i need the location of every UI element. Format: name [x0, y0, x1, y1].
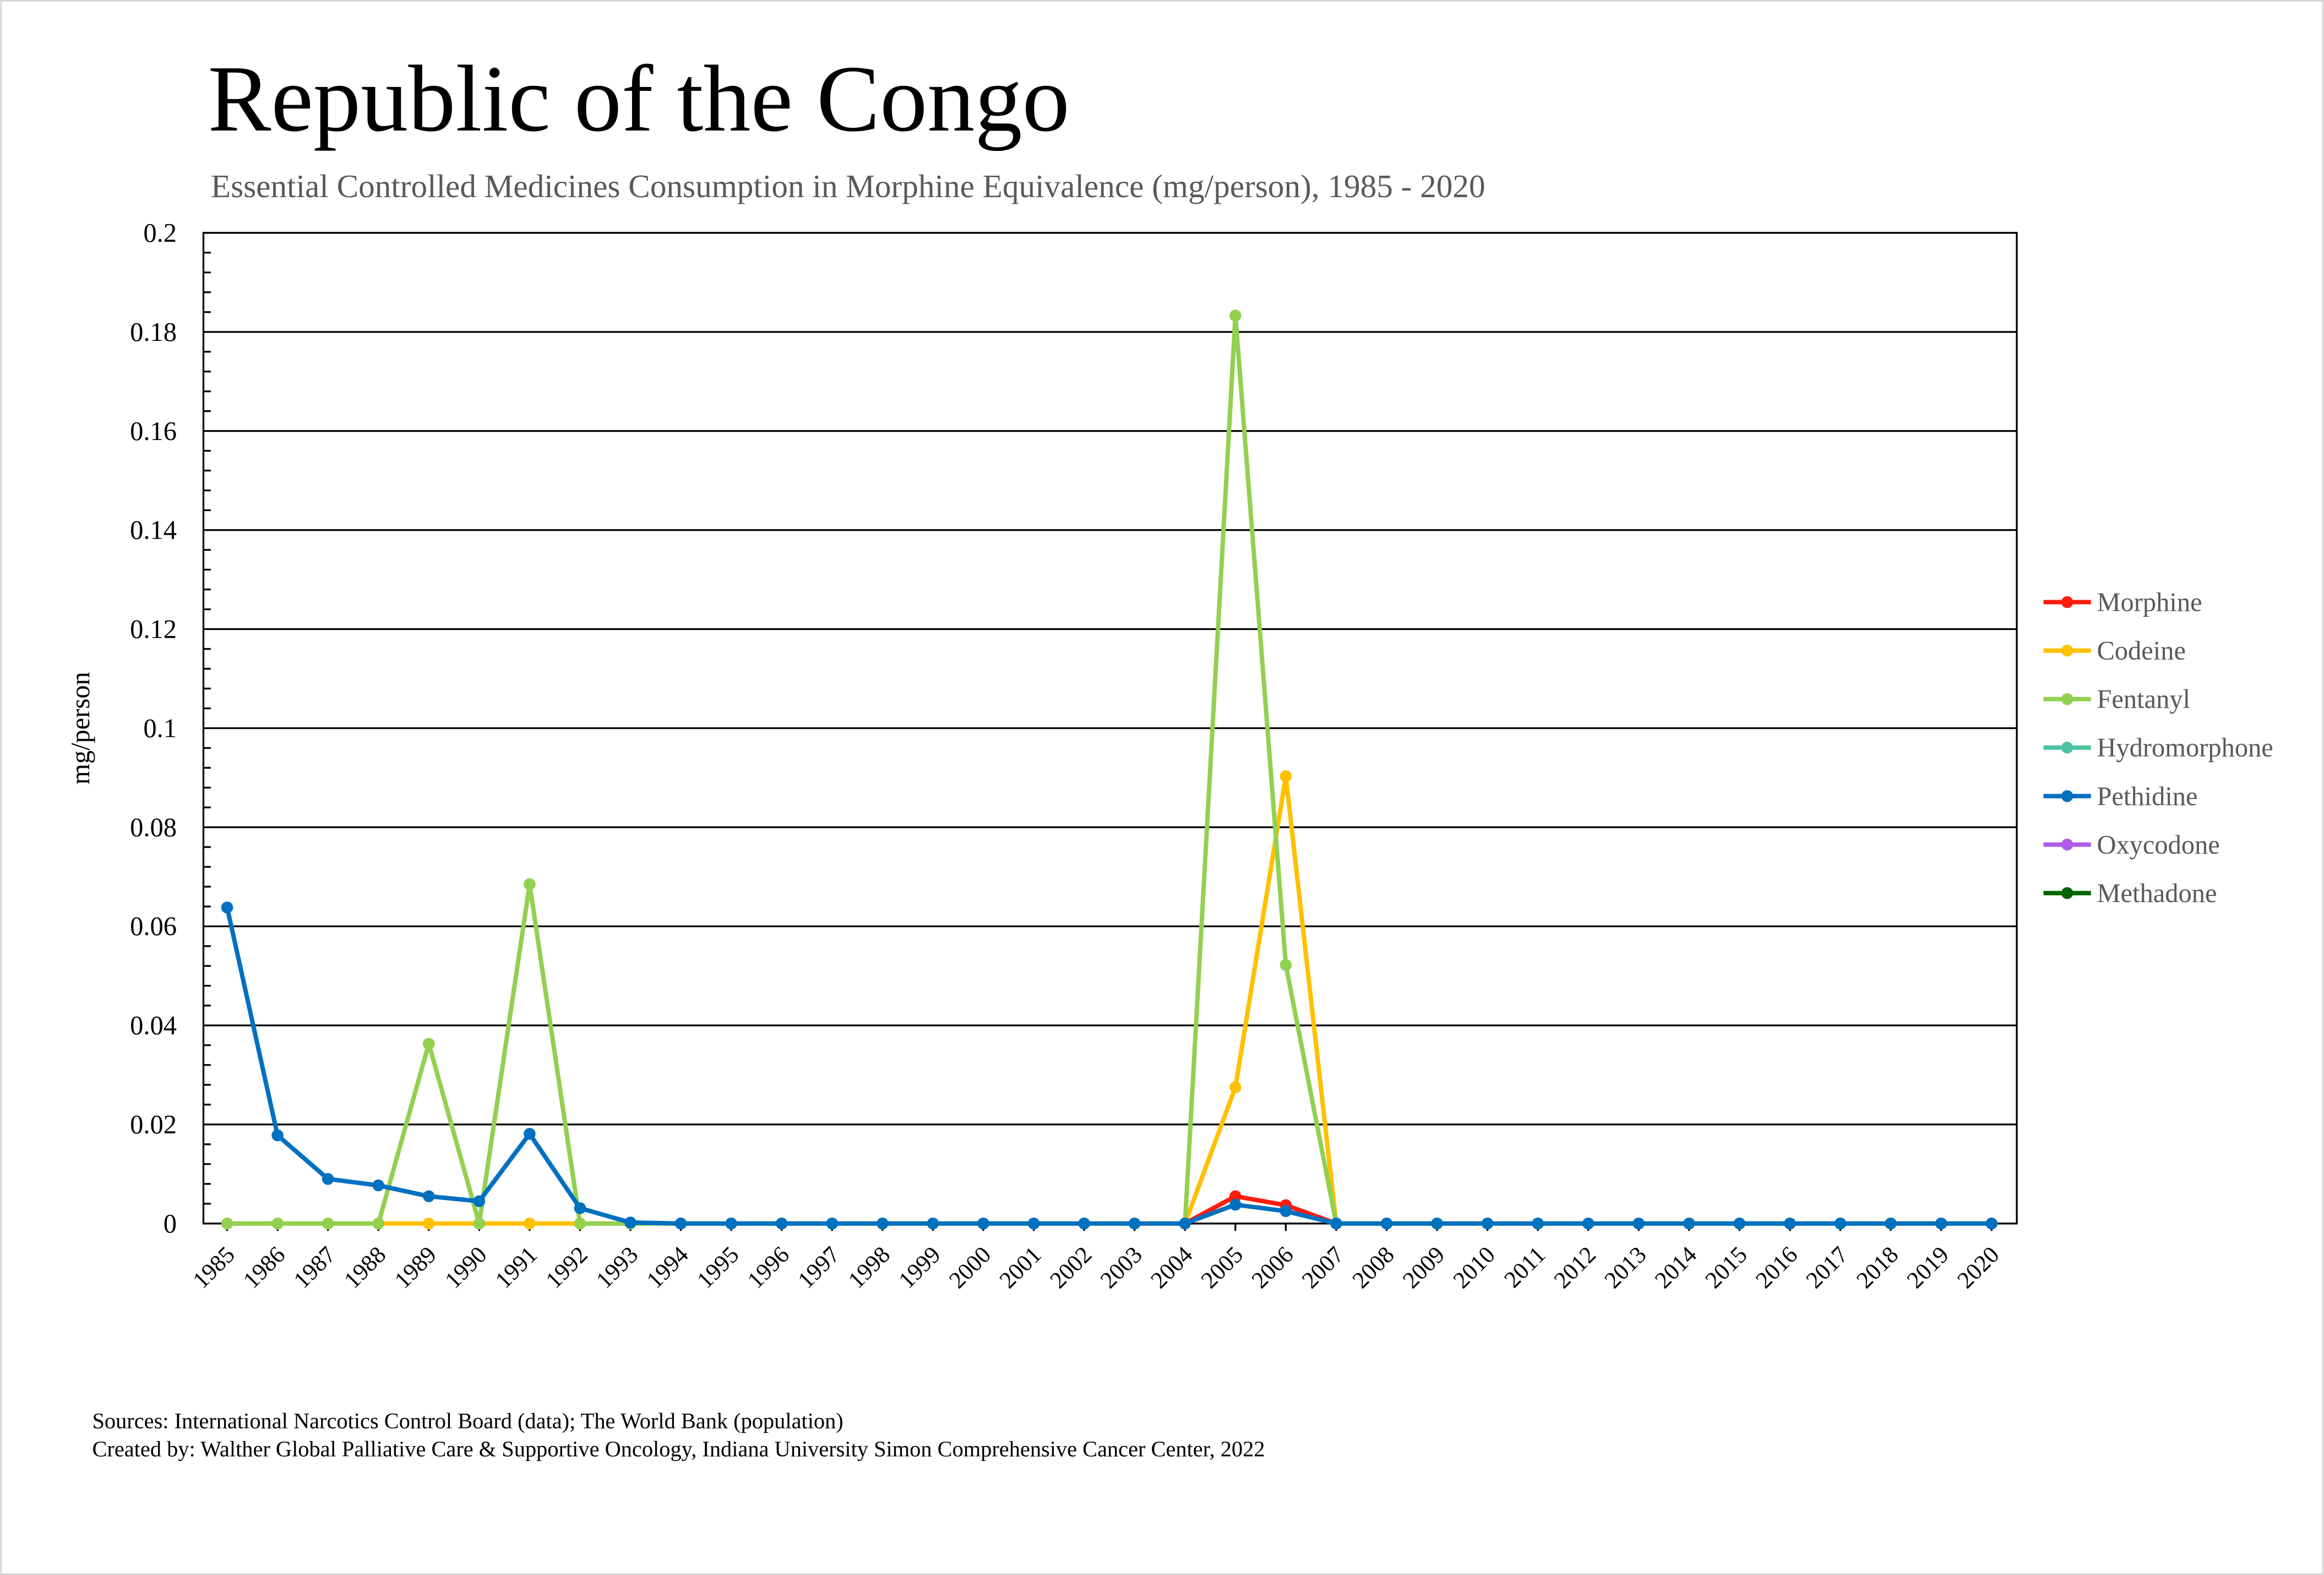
- data-point: [725, 1217, 737, 1230]
- data-point: [1683, 1217, 1695, 1230]
- y-tick-label: 0.08: [130, 813, 177, 842]
- data-point: [1380, 1217, 1393, 1230]
- legend-item-morphine: Morphine: [2043, 588, 2202, 617]
- legend-item-methadone: Methadone: [2043, 879, 2217, 908]
- y-tick-label: 0: [164, 1209, 177, 1239]
- data-point: [1834, 1217, 1847, 1230]
- data-point: [1229, 309, 1242, 322]
- data-point: [1280, 959, 1292, 971]
- data-point: [423, 1038, 435, 1050]
- legend-marker: [2061, 693, 2073, 705]
- data-point: [271, 1217, 284, 1230]
- data-point: [524, 878, 536, 890]
- data-point: [574, 1217, 586, 1230]
- data-point: [1179, 1217, 1191, 1230]
- chart-title: Republic of the Congo: [208, 46, 1070, 151]
- data-point: [877, 1217, 889, 1230]
- legend-item-pethidine: Pethidine: [2043, 782, 2198, 811]
- legend-label: Fentanyl: [2097, 685, 2190, 714]
- series-group: [221, 309, 1998, 1230]
- data-point: [1229, 1081, 1242, 1094]
- data-point: [1784, 1217, 1796, 1230]
- legend-label: Pethidine: [2097, 782, 2197, 811]
- data-point: [1885, 1217, 1897, 1230]
- series-pethidine: [221, 901, 1998, 1230]
- legend-label: Morphine: [2097, 588, 2202, 617]
- data-point: [473, 1217, 486, 1230]
- data-point: [322, 1217, 334, 1230]
- data-point: [1330, 1217, 1342, 1230]
- data-point: [1632, 1217, 1645, 1230]
- legend-label: Codeine: [2097, 637, 2186, 666]
- chart-subtitle: Essential Controlled Medicines Consumpti…: [211, 168, 1485, 204]
- legend-label: Methadone: [2097, 879, 2217, 908]
- data-point: [524, 1128, 536, 1140]
- data-point: [1078, 1217, 1090, 1230]
- data-point: [423, 1190, 435, 1203]
- footer-created-by: Created by: Walther Global Palliative Ca…: [92, 1437, 1265, 1462]
- data-point: [473, 1195, 486, 1208]
- data-point: [372, 1217, 385, 1230]
- data-point: [1985, 1217, 1998, 1230]
- y-tick-label: 0.2: [143, 219, 177, 248]
- y-tick-label: 0.18: [130, 318, 177, 347]
- data-point: [574, 1202, 586, 1214]
- data-point: [1128, 1217, 1141, 1230]
- y-tick-label: 0.16: [130, 417, 177, 446]
- data-point: [775, 1217, 788, 1230]
- legend-marker: [2061, 596, 2073, 609]
- data-point: [271, 1129, 284, 1142]
- y-tick-label: 0.14: [130, 516, 177, 545]
- legend-marker: [2061, 887, 2073, 899]
- legend: Morphine Codeine Fentanyl Hydromorphone Peth…: [2043, 588, 2273, 908]
- data-point: [674, 1217, 687, 1230]
- legend-marker: [2061, 838, 2073, 851]
- data-point: [927, 1217, 939, 1230]
- y-tick-label: 0.06: [130, 912, 177, 941]
- data-point: [977, 1217, 989, 1230]
- series-line: [225, 907, 1992, 1226]
- data-point: [372, 1179, 385, 1192]
- y-tick-label: 0.02: [130, 1110, 177, 1139]
- legend-item-codeine: Codeine: [2043, 637, 2186, 666]
- data-point: [1532, 1217, 1544, 1230]
- legend-label: Oxycodone: [2097, 830, 2219, 860]
- data-point: [423, 1217, 435, 1230]
- y-axis: 0 0.02 0.04 0.06 0.08 0.1 0.12 0.14 0.16 0.18 0.2: [130, 219, 211, 1239]
- data-point: [524, 1217, 536, 1230]
- y-tick-label: 0.1: [143, 714, 177, 743]
- y-tick-label: 0.12: [130, 615, 177, 644]
- data-point: [1280, 1205, 1292, 1218]
- legend-item-fentanyl: Fentanyl: [2043, 685, 2190, 714]
- data-point: [221, 1217, 233, 1230]
- data-point: [322, 1173, 334, 1185]
- data-point: [1431, 1217, 1443, 1230]
- series-line: [1184, 1194, 1337, 1226]
- y-axis-label: mg/person: [66, 672, 95, 785]
- data-point: [1229, 1198, 1242, 1211]
- legend-item-oxycodone: Oxycodone: [2043, 830, 2220, 860]
- legend-label: Hydromorphone: [2097, 734, 2273, 763]
- data-point: [1481, 1217, 1494, 1230]
- data-point: [1280, 770, 1292, 783]
- data-point: [624, 1216, 636, 1229]
- legend-item-hydromorphone: Hydromorphone: [2043, 734, 2273, 763]
- data-point: [221, 901, 233, 914]
- footer-sources: Sources: International Narcotics Control…: [92, 1408, 843, 1433]
- legend-marker: [2061, 741, 2073, 754]
- data-point: [826, 1217, 839, 1230]
- legend-marker: [2061, 790, 2073, 802]
- data-point: [1935, 1217, 1947, 1230]
- y-tick-label: 0.04: [130, 1011, 177, 1040]
- data-point: [1229, 1190, 1242, 1203]
- data-point: [1027, 1217, 1040, 1230]
- data-point: [1582, 1217, 1594, 1230]
- data-point: [1733, 1217, 1746, 1230]
- legend-marker: [2061, 644, 2073, 657]
